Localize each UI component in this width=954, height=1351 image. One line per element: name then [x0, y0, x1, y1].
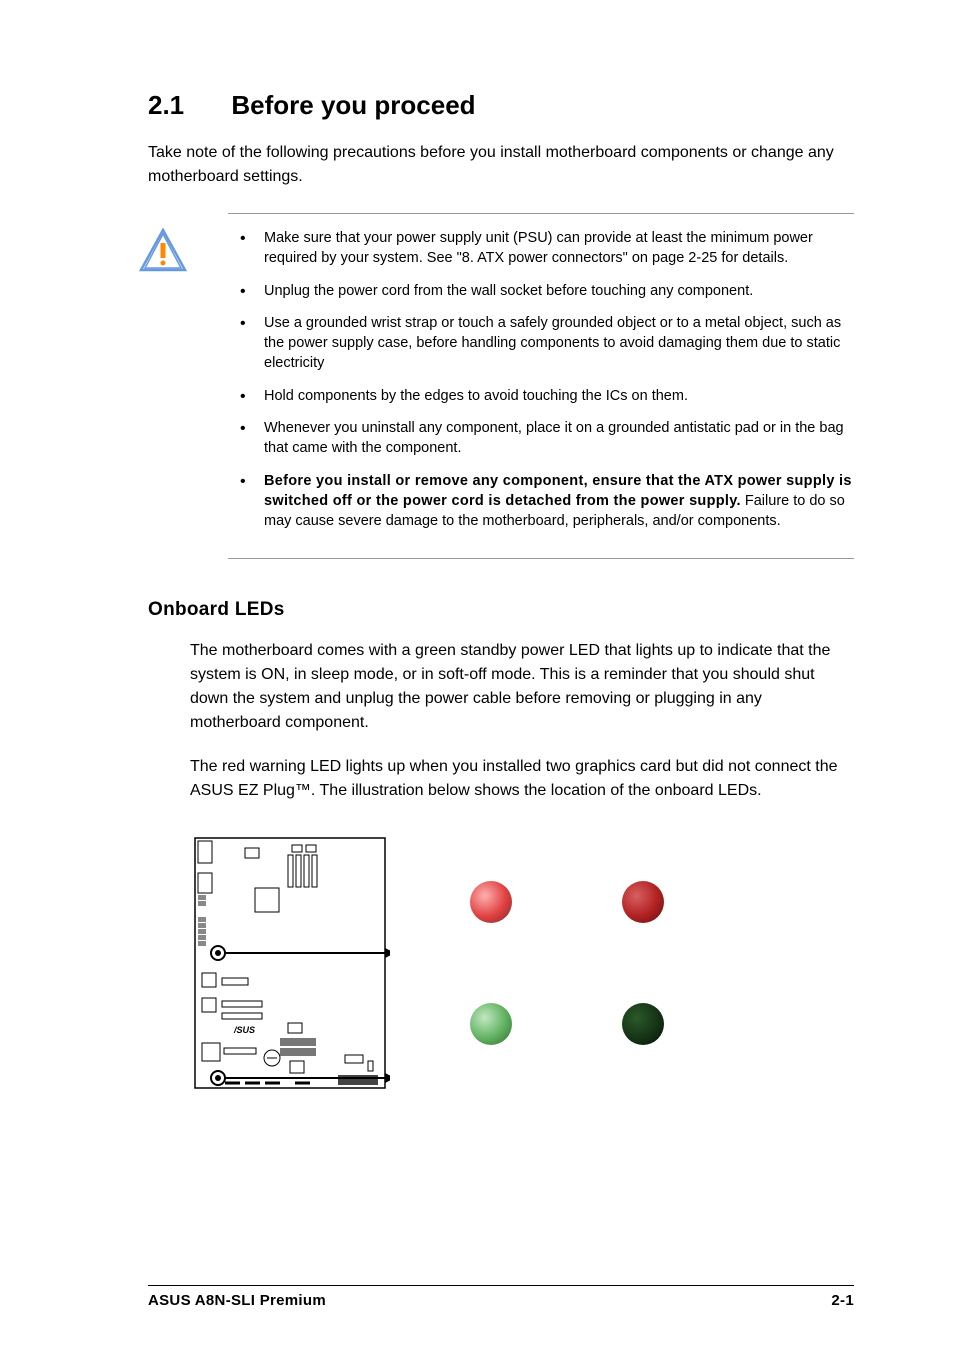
caution-item: Use a grounded wrist strap or touch a sa… [228, 313, 854, 374]
caution-text: Whenever you uninstall any component, pl… [264, 420, 844, 456]
led-green-off-icon [622, 1003, 664, 1045]
body-paragraph: The red warning LED lights up when you i… [190, 755, 854, 803]
caution-item: Unplug the power cord from the wall sock… [228, 281, 854, 301]
section-title: 2.1 Before you proceed [148, 90, 854, 121]
caution-list: Make sure that your power supply unit (P… [228, 228, 854, 532]
motherboard-diagram: /SUS [190, 833, 390, 1093]
page-footer: ASUS A8N-SLI Premium 2-1 [148, 1285, 854, 1309]
caution-item: Before you install or remove any compone… [228, 471, 854, 532]
caution-text: Unplug the power cord from the wall sock… [264, 283, 753, 299]
footer-product: ASUS A8N-SLI Premium [148, 1292, 326, 1309]
intro-paragraph: Take note of the following precautions b… [148, 141, 854, 189]
caution-text: Make sure that your power supply unit (P… [264, 230, 813, 266]
footer-page-number: 2-1 [831, 1292, 854, 1309]
section-title-text: Before you proceed [231, 90, 475, 120]
caution-icon [138, 228, 188, 274]
led-red-on-icon [470, 881, 512, 923]
caution-box: Make sure that your power supply unit (P… [228, 213, 854, 559]
led-red-off-icon [622, 881, 664, 923]
caution-item: Make sure that your power supply unit (P… [228, 228, 854, 269]
asus-brand-label: /SUS [233, 1025, 255, 1035]
subsection-title: Onboard LEDs [148, 599, 854, 621]
led-green-on-icon [470, 1003, 512, 1045]
section-number: 2.1 [148, 90, 184, 121]
caution-item: Whenever you uninstall any component, pl… [228, 418, 854, 459]
diagram-container: /SUS [190, 833, 854, 1093]
caution-item: Hold components by the edges to avoid to… [228, 386, 854, 406]
body-paragraph: The motherboard comes with a green stand… [190, 639, 854, 735]
caution-text: Use a grounded wrist strap or touch a sa… [264, 315, 841, 372]
led-legend-grid [470, 881, 664, 1045]
caution-text: Hold components by the edges to avoid to… [264, 388, 688, 404]
